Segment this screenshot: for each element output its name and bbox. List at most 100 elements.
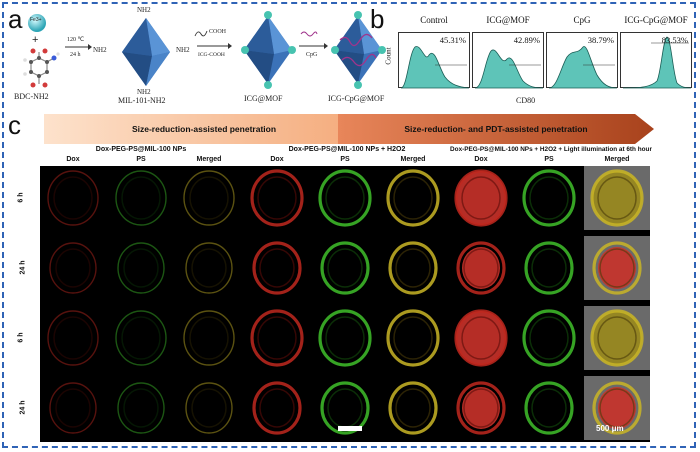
spheroid-body: [462, 247, 500, 289]
micrograph-merged: [584, 236, 650, 300]
micrograph-merged: [584, 306, 650, 370]
spheroid-inner-ring: [531, 248, 567, 288]
spheroid-ring: [49, 242, 97, 294]
nh2-right: NH2: [176, 46, 190, 54]
spheroid-body: [598, 387, 636, 429]
spheroid-ring: [185, 382, 233, 434]
micrograph-ps: [312, 306, 378, 370]
histogram-title: ICG-CpG@MOF: [624, 15, 688, 25]
column-label-merged: Merged: [604, 156, 630, 163]
group-label-2: Dox-PEG-PS@MIL-100 NPs + H2O2: [288, 146, 406, 153]
micrograph-merged: [176, 166, 242, 230]
micrograph-merged: [176, 306, 242, 370]
spheroid-inner-ring: [53, 176, 93, 220]
spheroid-inner-ring: [121, 316, 161, 360]
reaction2-reagent: COOH: [209, 29, 227, 35]
spheroid-ring: [250, 309, 304, 367]
spheroid-inner-ring: [191, 248, 227, 288]
reaction3-name: CpG: [306, 52, 318, 58]
spheroid-ring: [456, 241, 506, 295]
fe-ion-label: Fe3+: [30, 17, 42, 23]
histogram-curve: [474, 49, 543, 89]
histogram-3: 38.79%: [546, 32, 618, 89]
spheroid-inner-ring: [259, 248, 295, 288]
column-label-ps: PS: [340, 156, 350, 163]
squiggle-icon: [194, 30, 208, 37]
hist-ylabel: Count: [384, 47, 393, 65]
spheroid-ring: [524, 241, 574, 295]
arrow-pdt: Size-reduction- and PDT-assisted penetra…: [338, 114, 654, 144]
micrograph-merged: [176, 376, 242, 440]
histogram-curve: [400, 46, 469, 89]
histogram-curve: [548, 46, 617, 89]
column-label-merged: Merged: [196, 156, 222, 163]
icg-cpg-mof-octahedron-icon: [331, 11, 386, 89]
reaction-arrow-icon: [197, 43, 232, 49]
spheroid-ring: [386, 169, 440, 227]
spheroid-body: [592, 311, 642, 365]
hist-xlabel: CD80: [516, 96, 536, 105]
panel-a-letter: a: [8, 4, 23, 34]
spheroid-body: [462, 387, 500, 429]
histogram-percent: 83.53%: [661, 35, 688, 45]
spheroid-inner-ring: [121, 176, 161, 220]
spheroid-ring: [590, 309, 644, 367]
micrograph-dox: [448, 376, 514, 440]
spheroid-inner-ring: [393, 316, 433, 360]
spheroid-ring: [456, 381, 506, 435]
group-label-1: Dox-PEG-PS@MIL-100 NPs: [95, 146, 187, 153]
column-label-dox: Dox: [66, 156, 80, 163]
bdc-molecule-icon: [23, 48, 60, 88]
spheroid-ring: [318, 309, 372, 367]
column-label-merged: Merged: [400, 156, 426, 163]
column-label-dox: Dox: [474, 156, 488, 163]
label-bdc: BDC-NH2: [14, 92, 49, 101]
reaction2-name: ICG-COOH: [198, 52, 225, 58]
scalebar-label: 500 μm: [596, 424, 624, 433]
spheroid-ring: [524, 381, 574, 435]
spheroid-ring: [386, 309, 440, 367]
micrograph-dox: [448, 166, 514, 230]
reaction1-time: 24 h: [70, 52, 81, 58]
row-label: 6 h: [17, 332, 25, 343]
dashed-frame: [2, 2, 696, 448]
spheroid-ring: [522, 169, 576, 227]
label-mil-101: MIL-101-NH2: [118, 96, 166, 105]
spheroid-ring: [454, 309, 508, 367]
histogram-percent: 45.31%: [439, 35, 466, 45]
column-label-ps: PS: [136, 156, 146, 163]
panel-b-letter: b: [370, 4, 385, 34]
spheroid-inner-ring: [529, 176, 569, 220]
fe-ion-icon: [28, 14, 46, 32]
spheroid-inner-ring: [55, 248, 91, 288]
spheroid-ring: [592, 381, 642, 435]
spheroid-ring: [183, 310, 235, 366]
spheroid-ring: [252, 381, 302, 435]
reaction-arrow-icon: [299, 43, 328, 49]
spheroid-ring: [117, 242, 165, 294]
mof-octahedron-icon: [122, 18, 170, 86]
micrograph-dox: [40, 306, 106, 370]
micrograph-dox: [40, 376, 106, 440]
micrograph-dox: [244, 166, 310, 230]
spheroid-inner-ring: [597, 176, 637, 220]
nh2-left: NH2: [93, 46, 107, 54]
spheroid-inner-ring: [191, 388, 227, 428]
microscopy-grid: [40, 166, 650, 442]
icg-mof-octahedron-icon: [241, 11, 296, 89]
spheroid-inner-ring: [259, 388, 295, 428]
micrograph-merged: [380, 376, 446, 440]
column-label-dox: Dox: [270, 156, 284, 163]
spheroid-ring: [320, 381, 370, 435]
spheroid-ring: [47, 170, 99, 226]
arrow-pdt-label: Size-reduction- and PDT-assisted penetra…: [404, 124, 588, 134]
micrograph-dox: [448, 236, 514, 300]
group-label-3: Dox-PEG-PS@MIL-100 NPs + H2O2 + Light il…: [450, 146, 652, 153]
scalebar: [338, 426, 362, 431]
spheroid-inner-ring: [257, 316, 297, 360]
panel-c-letter: c: [8, 110, 21, 140]
nh2-top: NH2: [137, 6, 151, 14]
spheroid-ring: [454, 169, 508, 227]
label-icg-mof: ICG@MOF: [244, 94, 283, 103]
